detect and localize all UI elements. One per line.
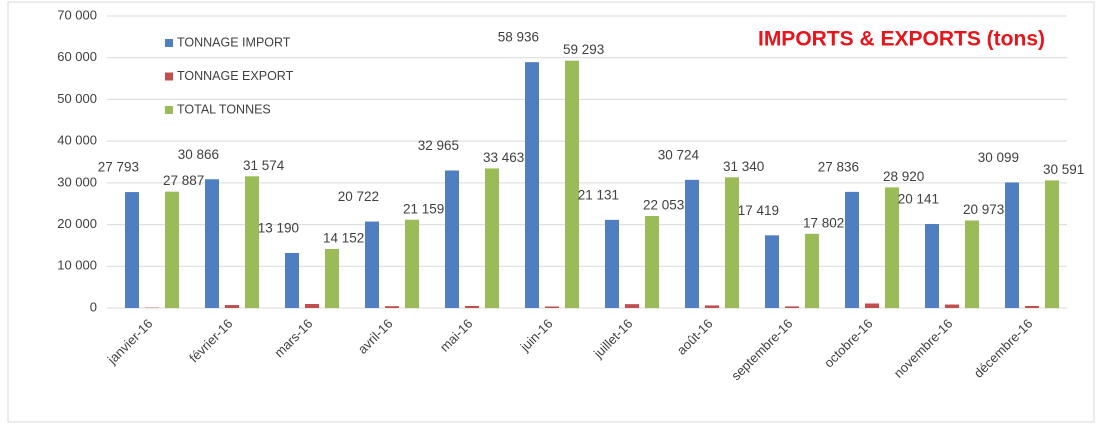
data-label: 30 099: [978, 150, 1019, 165]
y-tick-label: 50 000: [57, 91, 97, 106]
data-label: 21 159: [403, 201, 444, 216]
data-label: 28 920: [883, 169, 924, 184]
data-label: 20 141: [898, 192, 939, 207]
data-label: 33 463: [483, 150, 524, 165]
bar: [625, 304, 639, 308]
bar: [485, 168, 499, 308]
bar: [1025, 305, 1039, 308]
data-label: 30 866: [178, 147, 219, 162]
data-label: 17 419: [738, 203, 779, 218]
y-tick-label: 10 000: [57, 258, 97, 273]
bar: [225, 305, 239, 308]
bar: [1045, 180, 1059, 308]
bar: [605, 219, 619, 308]
bar: [945, 304, 959, 308]
bar: [785, 306, 799, 308]
legend-label: TONNAGE EXPORT: [177, 69, 294, 83]
bar: [385, 306, 399, 308]
data-label: 27 887: [163, 173, 204, 188]
data-label: 20 722: [338, 189, 379, 204]
bar: [765, 235, 779, 308]
y-tick-label: 20 000: [57, 216, 97, 231]
bar: [525, 62, 539, 309]
bar: [965, 220, 979, 308]
bar: [845, 191, 859, 308]
bar: [305, 303, 319, 308]
data-label: 30 724: [658, 147, 700, 162]
y-tick-label: 70 000: [57, 7, 97, 22]
bar: [925, 223, 939, 308]
data-label: 27 836: [818, 159, 859, 174]
bar: [245, 176, 259, 308]
y-tick-label: 60 000: [57, 49, 97, 64]
bar: [805, 233, 819, 308]
bar: [685, 179, 699, 308]
bar: [885, 187, 899, 308]
bar: [865, 303, 879, 308]
bar: [365, 221, 379, 308]
bar: [725, 177, 739, 308]
legend-label: TOTAL TONNES: [177, 102, 271, 116]
data-label: 20 973: [963, 202, 1004, 217]
bar: [1005, 182, 1019, 308]
bar: [125, 192, 139, 308]
bar: [325, 248, 339, 308]
bar: [205, 179, 219, 308]
data-label: 13 190: [258, 221, 299, 236]
bar: [565, 60, 579, 309]
bar: [165, 191, 179, 308]
bar: [445, 170, 459, 308]
chart-title: IMPORTS & EXPORTS (tons): [758, 28, 1045, 51]
bar: [405, 219, 419, 308]
data-label: 27 793: [98, 160, 139, 175]
data-label: 32 965: [418, 138, 459, 153]
data-label: 22 053: [643, 198, 684, 213]
data-label: 58 936: [498, 30, 539, 45]
data-label: 30 591: [1043, 162, 1084, 177]
data-label: 17 802: [803, 215, 844, 230]
bar: [645, 216, 659, 308]
data-label: 31 340: [723, 159, 764, 174]
data-label: 14 152: [323, 231, 364, 246]
chart-border: [7, 1, 1095, 423]
legend-swatch: [165, 106, 173, 114]
legend-label: TONNAGE IMPORT: [177, 35, 291, 49]
y-tick-label: 40 000: [57, 133, 97, 148]
data-label: 21 131: [578, 187, 619, 202]
legend-swatch: [165, 39, 173, 47]
legend-swatch: [165, 72, 173, 81]
bar: [705, 305, 719, 308]
bar: [285, 252, 299, 308]
bar: [465, 305, 479, 308]
data-label: 59 293: [563, 42, 604, 57]
data-label: 31 574: [243, 158, 285, 173]
bar: [545, 306, 559, 308]
y-tick-label: 30 000: [57, 174, 97, 189]
y-tick-label: 0: [90, 299, 97, 314]
